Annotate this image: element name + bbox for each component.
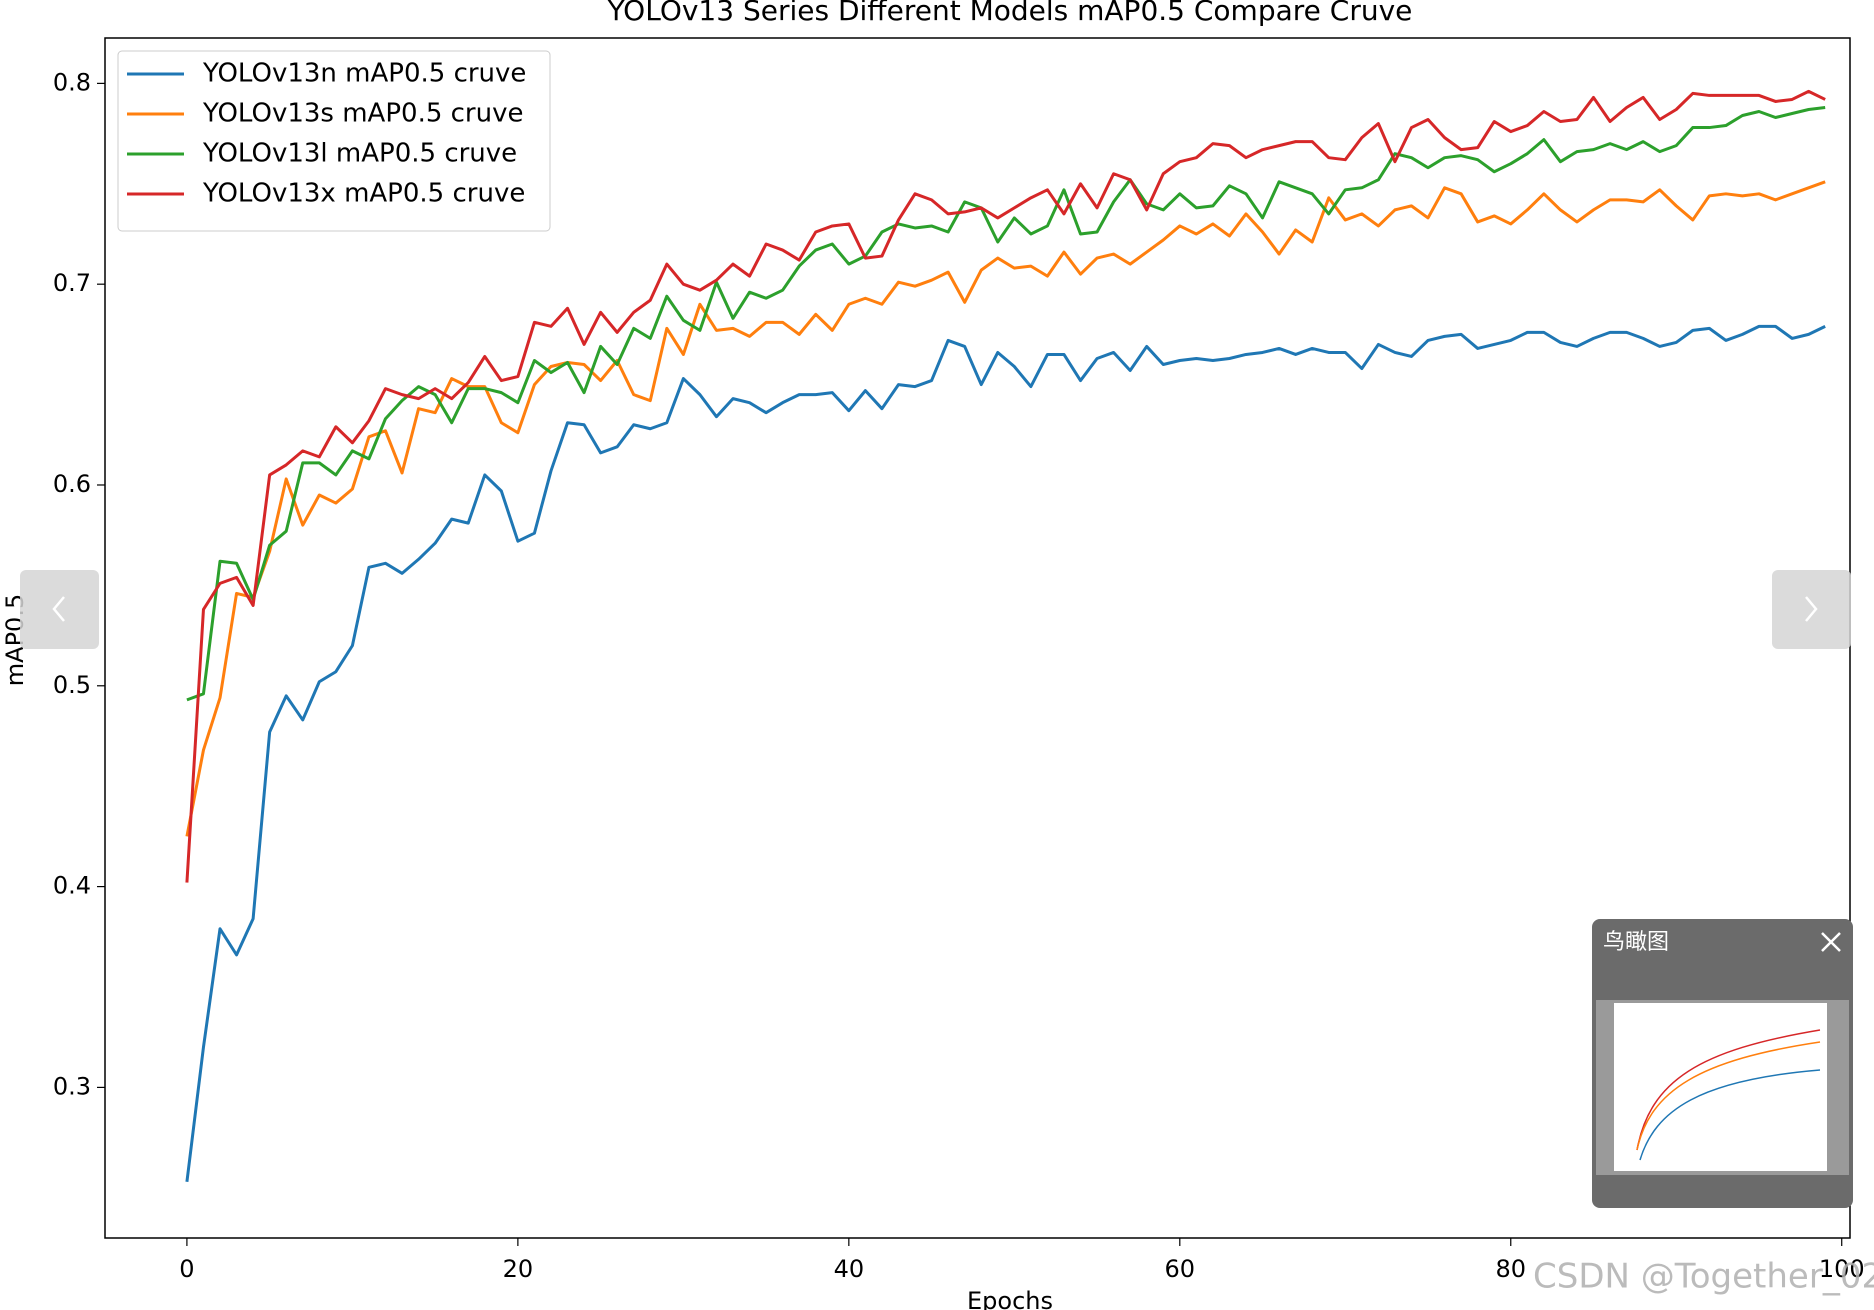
series-line — [185, 324, 1826, 1182]
plot-area: 0.3 0.4 0.5 0.6 0.7 0.8 0 20 40 60 80 100 YOLOv13n m… — [53, 37, 1865, 1283]
y-tick-label: 0.3 — [53, 1072, 91, 1100]
legend-label: YOLOv13l mAP0.5 cruve — [202, 139, 517, 169]
thumb-line — [1636, 1041, 1821, 1151]
y-tick-label: 0.8 — [53, 68, 91, 96]
next-icon[interactable] — [1805, 596, 1818, 622]
series-line — [185, 180, 1826, 837]
watermark: CSDN @Together_02 — [1533, 1257, 1874, 1297]
thumb-line — [1636, 1029, 1821, 1151]
x-tick-label: 80 — [1495, 1255, 1526, 1283]
y-tick-label: 0.7 — [53, 269, 91, 297]
x-tick-label: 60 — [1165, 1255, 1196, 1283]
minimap: 鸟瞰图 — [1592, 919, 1853, 1208]
next-button-bg[interactable] — [1772, 570, 1851, 649]
chart-title: YOLOv13 Series Different Models mAP0.5 C… — [607, 0, 1413, 27]
x-tick-label: 20 — [503, 1255, 534, 1283]
legend-box — [117, 50, 551, 232]
thumb-line — [1639, 1069, 1821, 1161]
legend-label: YOLOv13n mAP0.5 cruve — [202, 59, 526, 89]
series-line — [185, 89, 1826, 883]
legend-label: YOLOv13s mAP0.5 cruve — [202, 99, 523, 129]
prev-icon[interactable] — [52, 596, 65, 622]
minimap-close[interactable] — [1821, 932, 1841, 952]
prev-button-bg[interactable] — [20, 570, 99, 649]
prev-button[interactable] — [20, 570, 99, 649]
series-line — [186, 105, 1826, 702]
legend: YOLOv13n mAP0.5 cruve YOLOv13s mAP0.5 cru… — [117, 50, 551, 232]
x-tick-label: 0 — [179, 1255, 194, 1283]
legend-label: YOLOv13x mAP0.5 cruve — [202, 179, 525, 209]
y-tick-label: 0.4 — [53, 872, 91, 900]
y-tick-label: 0.6 — [53, 470, 91, 498]
minimap-title: 鸟瞰图 — [1603, 930, 1669, 955]
x-tick-label: 40 — [834, 1255, 865, 1283]
x-axis-label: Epochs — [967, 1287, 1053, 1310]
next-button[interactable] — [1772, 570, 1851, 649]
y-tick-label: 0.5 — [53, 671, 91, 699]
x-tick-label: 100 — [1819, 1255, 1865, 1283]
